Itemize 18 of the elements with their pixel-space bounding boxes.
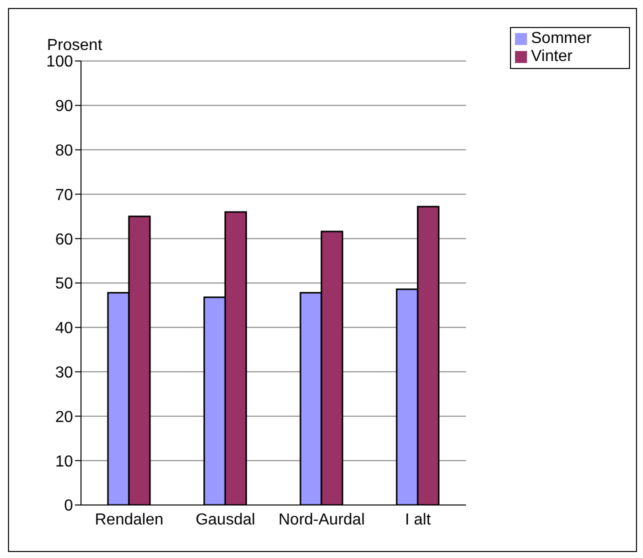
y-tick-label: 10 (55, 453, 74, 470)
y-tick-label: 90 (55, 98, 74, 116)
x-tick-label: Gausdal (196, 511, 256, 528)
y-tick-label: 80 (55, 142, 74, 160)
x-tick-label: Nord-Aurdal (278, 511, 365, 528)
x-tick-label: Rendalen (94, 511, 164, 528)
y-axis-title: Prosent (47, 37, 102, 55)
y-tick-label: 40 (55, 320, 74, 338)
y-tick-label: 20 (55, 408, 74, 426)
y-tick-label: 60 (55, 231, 74, 248)
y-tick-label: 100 (46, 54, 74, 71)
x-tick-label: I alt (404, 511, 432, 528)
y-tick-label: 50 (55, 276, 74, 293)
y-tick-label: 0 (64, 498, 74, 515)
y-tick-label: 30 (55, 364, 74, 382)
legend-label: Sommer (531, 30, 592, 47)
y-tick-label: 70 (55, 186, 74, 204)
legend-label: Vinter (531, 48, 573, 65)
